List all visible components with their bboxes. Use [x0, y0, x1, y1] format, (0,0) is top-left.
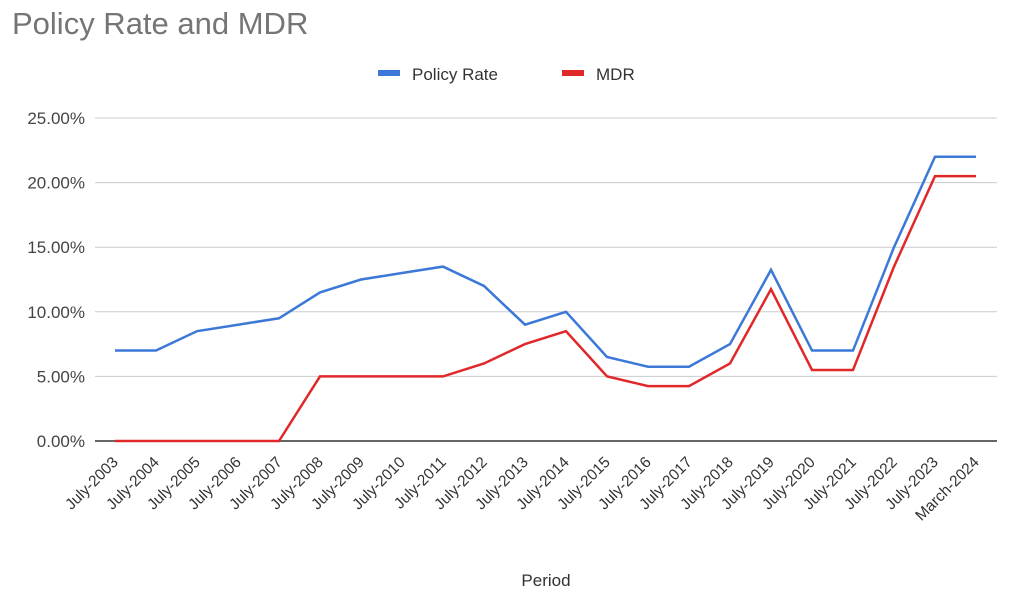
series-line-mdr	[115, 174, 976, 443]
y-tick-label: 15.00%	[27, 238, 85, 257]
legend-swatch	[562, 70, 584, 76]
y-tick-label: 20.00%	[27, 174, 85, 193]
series-line-policy-rate	[115, 155, 976, 368]
legend-swatch	[378, 70, 400, 76]
y-tick-label: 25.00%	[27, 109, 85, 128]
y-tick-label: 5.00%	[37, 367, 85, 386]
legend-label: MDR	[596, 65, 635, 84]
legend-label: Policy Rate	[412, 65, 498, 84]
x-axis-title: Period	[521, 571, 570, 590]
chart-title: Policy Rate and MDR	[12, 6, 309, 41]
y-tick-label: 10.00%	[27, 303, 85, 322]
y-tick-label: 0.00%	[37, 432, 85, 451]
